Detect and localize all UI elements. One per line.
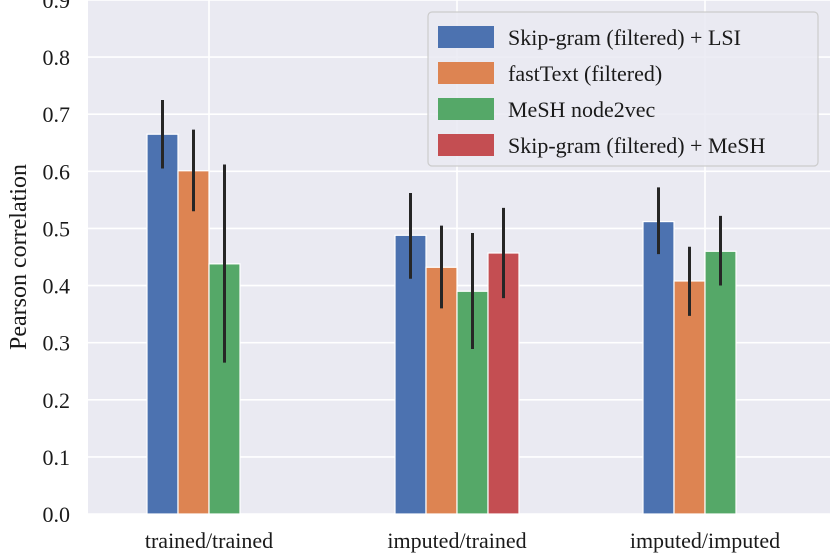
legend: Skip-gram (filtered) + LSI fastText (filt… xyxy=(427,11,819,167)
y-tick-label: 0.0 xyxy=(43,502,71,527)
legend-box xyxy=(427,11,819,167)
x-tick-labels: trained/trained imputed/trained imputed/im… xyxy=(145,528,780,553)
error-bars xyxy=(161,99,722,363)
y-axis-label: Pearson correlation xyxy=(6,164,32,350)
y-tick-label: 0.1 xyxy=(43,445,71,470)
bar xyxy=(146,133,179,515)
y-tick-labels: 0.0 0.1 0.2 0.3 0.4 0.5 0.6 0.7 0.8 0.9 xyxy=(43,0,71,527)
x-tick-label: imputed/trained xyxy=(387,528,526,553)
y-tick-label: 0.8 xyxy=(43,45,71,70)
bar xyxy=(394,234,427,515)
bar xyxy=(642,220,675,515)
legend-label: MeSH node2vec xyxy=(508,97,655,122)
x-tick-label: trained/trained xyxy=(145,528,273,553)
y-tick-label: 0.5 xyxy=(43,216,71,241)
legend-label: fastText (filtered) xyxy=(508,61,662,86)
y-tick-label: 0.4 xyxy=(43,274,71,299)
y-tick-label: 0.7 xyxy=(43,102,71,127)
x-tick-label: imputed/imputed xyxy=(630,528,780,553)
legend-swatch xyxy=(438,62,494,84)
y-tick-label: 0.9 xyxy=(43,0,71,13)
legend-label: Skip-gram (filtered) + LSI xyxy=(508,25,741,50)
y-tick-label: 0.2 xyxy=(43,388,71,413)
legend-swatch xyxy=(438,98,494,120)
legend-label: Skip-gram (filtered) + MeSH xyxy=(508,133,766,158)
legend-swatch xyxy=(438,26,494,48)
bar xyxy=(704,250,737,515)
y-tick-label: 0.3 xyxy=(43,331,71,356)
bar xyxy=(177,170,210,515)
y-tick-label: 0.6 xyxy=(43,159,71,184)
legend-swatch xyxy=(438,134,494,156)
bar xyxy=(673,280,706,515)
